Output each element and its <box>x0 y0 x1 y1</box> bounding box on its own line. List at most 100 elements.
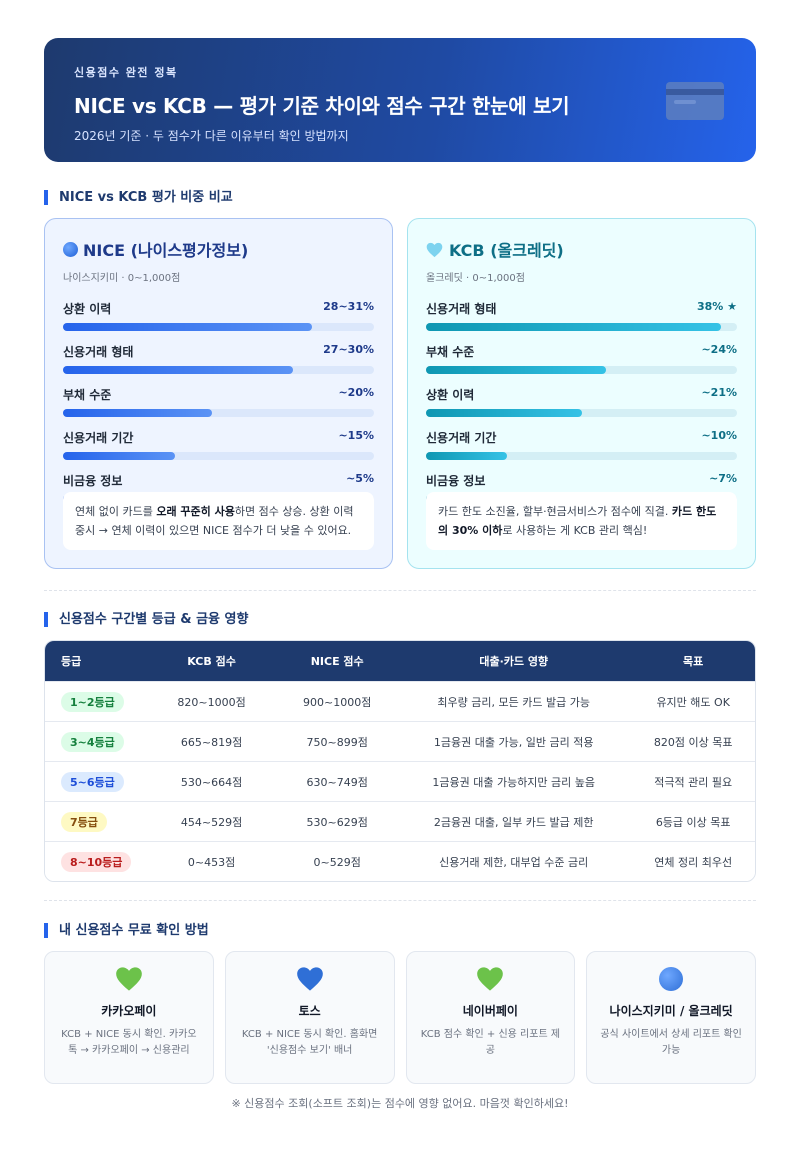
cell-impact: 2금융권 대출, 일부 카드 발급 제한 <box>433 815 594 829</box>
kcb-panel-title: KCB (올크레딧) <box>426 237 737 261</box>
weight-label: 상환 이력 <box>63 302 112 316</box>
cell-impact: 1금융권 대출 가능하지만 금리 높음 <box>432 775 596 789</box>
method-desc: 공식 사이트에서 상세 리포트 확인 가능 <box>600 1029 742 1056</box>
weight-label: 신용거래 기간 <box>426 431 497 445</box>
weight-label: 신용거래 형태 <box>63 345 134 359</box>
weight-row-head: 부채 수준 ~20% <box>63 386 374 403</box>
method-name: 나이스지키미 / 올크레딧 <box>609 1004 733 1018</box>
method-name: 토스 <box>298 1004 321 1018</box>
table-row: 5~6등급 530~664점 630~749점 1금융권 대출 가능하지만 금리 높음… <box>45 761 755 801</box>
table-row: 7등급 454~529점 530~629점 2금융권 대출, 일부 카드 발급 제한 6… <box>45 801 755 841</box>
method-icon-wrap <box>599 966 743 992</box>
cell-impact: 1금융권 대출 가능, 일반 금리 적용 <box>433 735 594 749</box>
grade-badge: 1~2등급 <box>61 691 124 712</box>
grade-badge: 3~4등급 <box>61 731 124 752</box>
weight-row: 신용거래 형태 38% ★ <box>426 300 737 331</box>
cyan-heart-icon <box>426 242 443 258</box>
table-row: 3~4등급 665~819점 750~899점 1금융권 대출 가능, 일반 금리 적… <box>45 721 755 761</box>
cell-grade: 7등급 <box>45 811 145 832</box>
method-desc: KCB + NICE 동시 확인. 홈화면 '신용점수 보기' 배너 <box>241 1029 378 1056</box>
weight-bar-track <box>426 409 737 417</box>
nice-note-highlight: 오래 꾸준히 사용 <box>156 505 235 518</box>
method-icon-wrap <box>238 966 382 992</box>
weight-label: 신용거래 기간 <box>63 431 134 445</box>
weight-row: 신용거래 기간 ~10% <box>426 429 737 460</box>
cell-grade: 8~10등급 <box>45 851 145 872</box>
table-header: 등급 KCB 점수 NICE 점수 대출·카드 영향 목표 <box>45 641 755 681</box>
grade-badge: 8~10등급 <box>61 851 132 872</box>
kcb-note: 카드 한도 소진율, 할부·현금서비스가 점수에 직결. 카드 한도의 30% … <box>426 492 737 550</box>
kcb-panel-subtitle: 올크레딧 · 0~1,000점 <box>426 273 525 284</box>
header-nice: NICE 점수 <box>310 655 364 668</box>
grade-badge: 7등급 <box>61 811 107 832</box>
header-goal: 목표 <box>683 655 704 668</box>
weight-value: ~24% <box>701 343 737 356</box>
weight-bar-track <box>426 452 737 460</box>
weight-bar-fill <box>63 323 312 331</box>
kcb-note-text-end: 로 사용하는 게 KCB 관리 핵심! <box>502 524 648 537</box>
weight-bar-fill <box>426 366 607 374</box>
cell-kcb: 0~453점 <box>187 855 236 869</box>
nice-bar-list: 상환 이력 28~31% 신용거래 형태 27~30% 부채 수준 ~20% 신용거래 기간… <box>63 300 374 503</box>
table-row: 8~10등급 0~453점 0~529점 신용거래 제한, 대부업 수준 금리 연체 정… <box>45 841 755 881</box>
weight-row-head: 비금융 정보 ~5% <box>63 472 374 489</box>
weight-label: 비금융 정보 <box>426 474 486 488</box>
weight-value: 28~31% <box>323 300 374 313</box>
header-grade: 등급 <box>61 655 82 668</box>
weight-value: ~5% <box>346 472 374 485</box>
method-card: 카카오페이 KCB + NICE 동시 확인. 카카오톡 → 카카오페이 → 신용… <box>44 951 214 1084</box>
blue-circle-icon <box>659 967 684 991</box>
weight-row: 부채 수준 ~24% <box>426 343 737 374</box>
kcb-note-highlight: 카드 한도의 30% 이하 <box>438 505 717 537</box>
cell-goal: 820점 이상 목표 <box>653 735 733 749</box>
weight-value: ~15% <box>338 429 374 442</box>
nice-note-text-end: 하면 점수 상승. 상환 이력 중시 → 연체 이력이 있으면 NICE 점수가… <box>75 505 354 537</box>
weight-bar-track <box>63 409 374 417</box>
weight-row: 신용거래 형태 27~30% <box>63 343 374 374</box>
weight-label: 부채 수준 <box>63 388 112 402</box>
cell-goal: 연체 정리 최우선 <box>654 855 733 869</box>
method-name: 네이버페이 <box>462 1004 518 1018</box>
grade-badge: 5~6등급 <box>61 771 124 792</box>
header-kcb: KCB 점수 <box>187 655 236 668</box>
weight-bar-fill <box>63 409 213 417</box>
divider <box>44 590 756 591</box>
section-title-methods: 내 신용점수 무료 확인 방법 <box>44 923 209 938</box>
method-icon-wrap <box>57 966 201 992</box>
cell-goal: 6등급 이상 목표 <box>655 815 731 829</box>
cell-kcb: 820~1000점 <box>177 695 246 709</box>
hero-eyebrow: 신용점수 완전 정복 <box>74 66 178 79</box>
cell-goal: 유지만 해도 OK <box>656 695 730 709</box>
weight-bar-track <box>63 366 374 374</box>
weight-row: 상환 이력 ~21% <box>426 386 737 417</box>
blue-heart-icon <box>296 967 323 991</box>
weight-bar-fill <box>63 366 294 374</box>
weight-row-head: 상환 이력 28~31% <box>63 300 374 317</box>
weight-label: 신용거래 형태 <box>426 302 497 316</box>
kcb-title-text: KCB (올크레딧) <box>449 241 564 260</box>
divider <box>44 900 756 901</box>
green-heart-icon <box>116 967 142 991</box>
weight-row-head: 신용거래 기간 ~15% <box>63 429 374 446</box>
cell-nice: 750~899점 <box>306 735 368 749</box>
hero-banner: 신용점수 완전 정복 NICE vs KCB — 평가 기준 차이와 점수 구간… <box>44 38 756 162</box>
weight-bar-fill <box>426 452 507 460</box>
weight-bar-track <box>426 323 737 331</box>
weight-value: 38% ★ <box>696 300 737 313</box>
cell-kcb: 454~529점 <box>180 815 243 829</box>
cell-nice: 900~1000점 <box>303 695 372 709</box>
weight-row-head: 비금융 정보 ~7% <box>426 472 737 489</box>
weight-row: 상환 이력 28~31% <box>63 300 374 331</box>
cell-nice: 630~749점 <box>306 775 368 789</box>
cell-nice: 0~529점 <box>313 855 361 869</box>
weight-label: 부채 수준 <box>426 345 475 359</box>
cell-impact: 신용거래 제한, 대부업 수준 금리 <box>439 855 589 869</box>
weight-row: 부채 수준 ~20% <box>63 386 374 417</box>
credit-card-icon <box>666 82 724 120</box>
nice-panel: NICE (나이스평가정보) 나이스지키미 · 0~1,000점 상환 이력 28… <box>44 218 393 569</box>
blue-circle-icon <box>63 242 78 257</box>
method-cards: 카카오페이 KCB + NICE 동시 확인. 카카오톡 → 카카오페이 → 신용… <box>44 951 756 1084</box>
section-title-weights: NICE vs KCB 평가 비중 비교 <box>44 190 233 205</box>
method-card: 토스 KCB + NICE 동시 확인. 홈화면 '신용점수 보기' 배너 <box>224 951 395 1084</box>
